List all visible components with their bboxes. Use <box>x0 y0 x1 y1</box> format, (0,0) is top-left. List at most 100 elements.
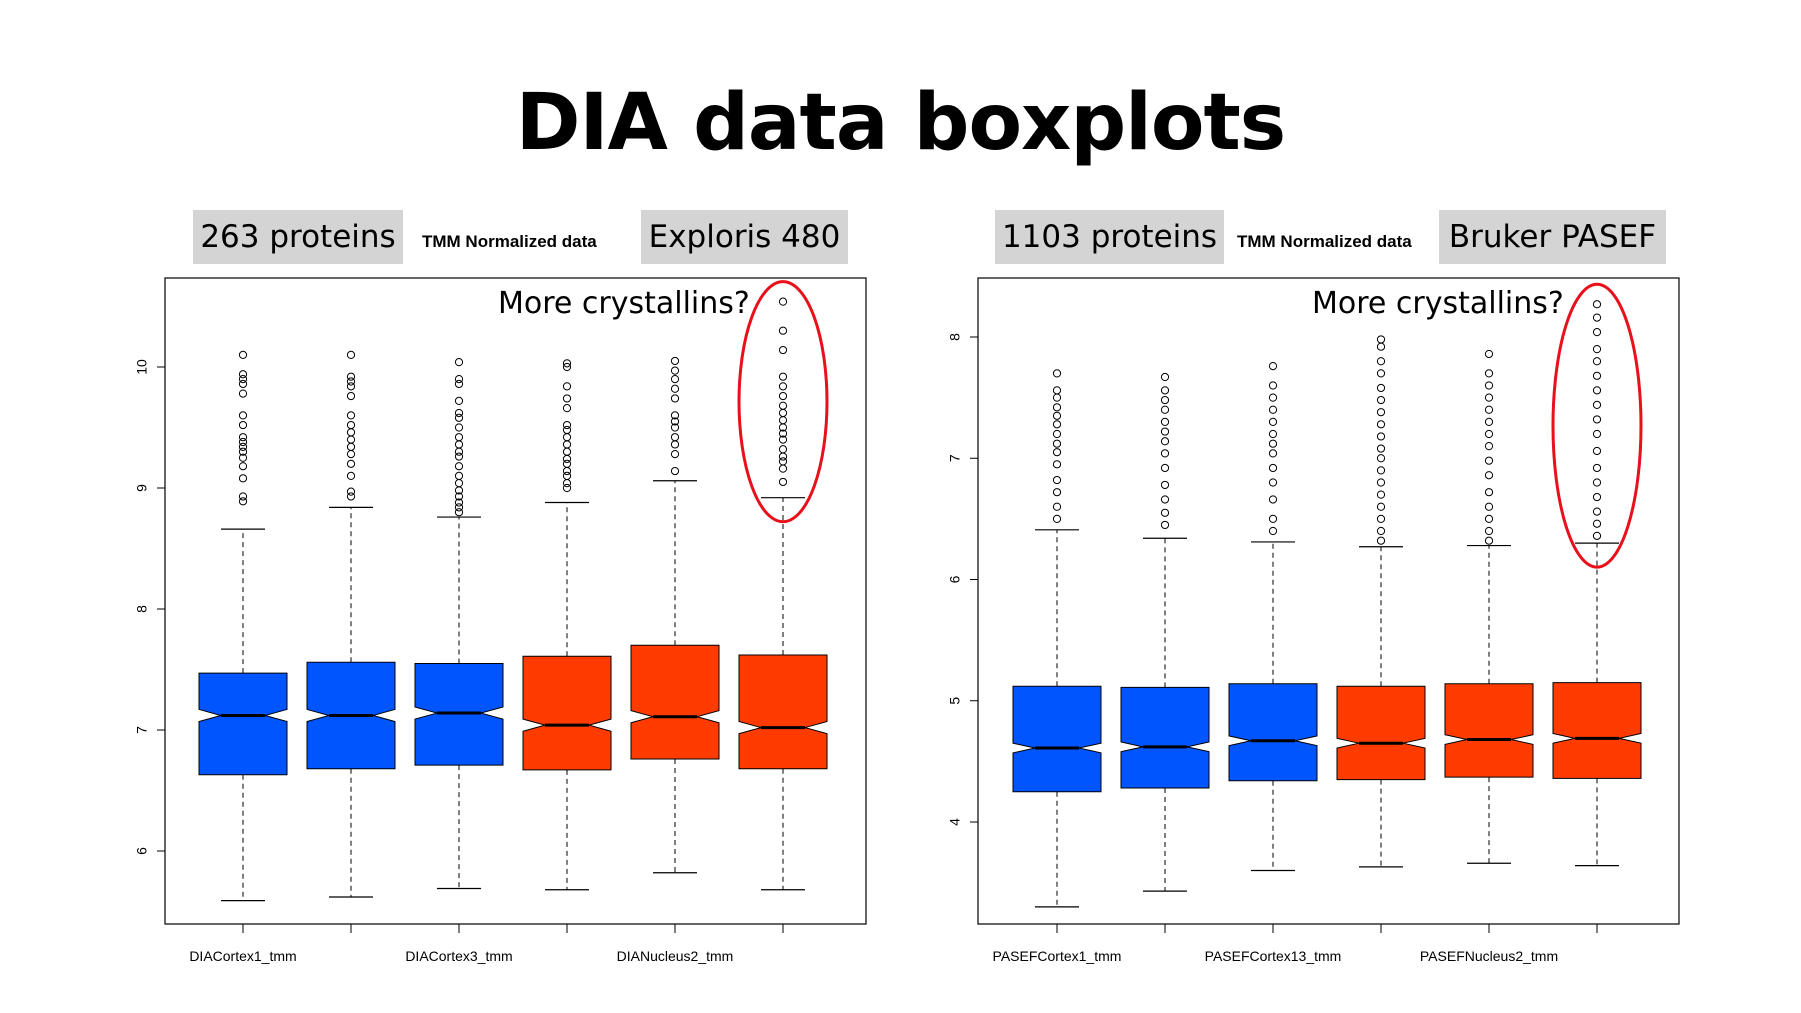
outlier-point <box>1592 507 1602 516</box>
outlier-point <box>1052 393 1062 402</box>
outlier-point <box>670 394 680 403</box>
outlier-point <box>238 389 248 398</box>
outlier-point <box>1484 514 1494 523</box>
outlier-point <box>778 429 788 438</box>
outlier-point <box>1376 478 1386 487</box>
outlier-point <box>670 356 680 366</box>
protein-count-badge: 1103 proteins <box>995 210 1224 264</box>
outlier-point <box>1592 519 1602 528</box>
outlier-point <box>454 433 464 442</box>
outlier-point <box>1268 526 1278 536</box>
outlier-point <box>562 404 572 413</box>
outlier-point <box>238 350 248 359</box>
outlier-point <box>454 379 464 389</box>
outlier-point <box>1592 400 1602 409</box>
outlier-point <box>1484 502 1494 511</box>
outlier-point <box>1376 369 1386 378</box>
crystallin-annotation: More crystallins? <box>498 286 750 321</box>
outlier-point <box>1160 395 1170 405</box>
outlier-point <box>238 433 248 442</box>
notched-box <box>630 644 720 760</box>
outlier-point <box>1268 381 1278 390</box>
outlier-point <box>1268 429 1278 439</box>
outlier-point <box>454 498 464 507</box>
outlier-point <box>562 382 572 391</box>
outlier-point <box>1484 369 1494 378</box>
outlier-point <box>1592 429 1602 439</box>
outlier-point <box>346 471 356 480</box>
outlier-point <box>778 445 788 454</box>
normalization-label: TMM Normalized data <box>1237 232 1412 251</box>
outlier-point <box>1052 429 1062 439</box>
outlier-point <box>1484 349 1494 359</box>
normalization-label: TMM Normalized data <box>422 232 597 251</box>
outlier-point <box>1268 463 1278 473</box>
outlier-point <box>1592 313 1602 322</box>
outlier-point <box>1592 386 1602 395</box>
outlier-point <box>778 372 788 381</box>
x-tick-label: PASEFCortex13_tmm <box>1205 948 1342 964</box>
outlier-point <box>1052 411 1062 420</box>
notched-box <box>1228 683 1318 782</box>
outlier-point <box>454 375 464 384</box>
outlier-point <box>670 466 680 476</box>
outlier-point <box>346 382 356 391</box>
outlier-point <box>1376 383 1386 393</box>
outlier-point <box>778 382 788 391</box>
outlier-point <box>346 372 356 381</box>
outlier-point <box>1160 372 1170 382</box>
x-tick-label: PASEFNucleus2_tmm <box>1420 948 1558 964</box>
outlier-point <box>1592 492 1602 502</box>
slide-title: DIA data boxplots <box>515 78 1286 168</box>
y-tick-label: 7 <box>947 454 963 462</box>
instrument-badge: Bruker PASEF <box>1439 210 1666 264</box>
outlier-point <box>562 483 572 493</box>
outlier-point <box>346 350 356 359</box>
outlier-point <box>1052 386 1062 395</box>
highlight-ellipse <box>737 280 829 524</box>
outlier-point <box>1160 427 1170 436</box>
outlier-point <box>1376 466 1386 475</box>
outlier-point <box>238 474 248 483</box>
outlier-point <box>670 450 680 459</box>
y-tick-label: 4 <box>947 818 963 826</box>
outlier-point <box>1484 417 1494 426</box>
crystallin-annotation: More crystallins? <box>1312 286 1564 321</box>
outlier-point <box>1376 444 1386 453</box>
notched-box <box>1336 685 1426 781</box>
outlier-point <box>1484 405 1494 414</box>
outlier-point <box>778 297 788 306</box>
outlier-point <box>670 423 680 432</box>
notched-box <box>198 672 288 776</box>
y-tick-label: 7 <box>134 726 150 734</box>
outlier-point <box>1376 408 1386 417</box>
outlier-point <box>1484 429 1494 439</box>
outlier-point <box>1592 415 1602 424</box>
outlier-point <box>1376 526 1386 536</box>
outlier-point <box>346 459 356 468</box>
outlier-point <box>1052 369 1062 378</box>
outlier-point <box>1376 490 1386 499</box>
outlier-point <box>562 394 572 403</box>
outlier-point <box>1052 420 1062 429</box>
x-tick-label: PASEFCortex1_tmm <box>993 948 1122 964</box>
outlier-point <box>454 492 464 501</box>
outlier-point <box>1484 456 1494 465</box>
outlier-point <box>1484 488 1494 497</box>
instrument-badge: Exploris 480 <box>641 210 848 264</box>
y-tick-label: 8 <box>947 333 963 341</box>
y-tick-label: 8 <box>134 605 150 613</box>
outlier-point <box>238 447 248 456</box>
outlier-point <box>346 377 356 386</box>
notched-box <box>1012 685 1102 793</box>
outlier-point <box>238 442 248 451</box>
outlier-point <box>1052 488 1062 497</box>
outlier-point <box>1268 449 1278 458</box>
outlier-point <box>346 420 356 430</box>
outlier-point <box>1268 439 1278 448</box>
x-tick-label: DIANucleus2_tmm <box>617 948 734 964</box>
outlier-point <box>1376 420 1386 429</box>
outlier-point <box>454 413 464 422</box>
outlier-point <box>1052 475 1062 485</box>
